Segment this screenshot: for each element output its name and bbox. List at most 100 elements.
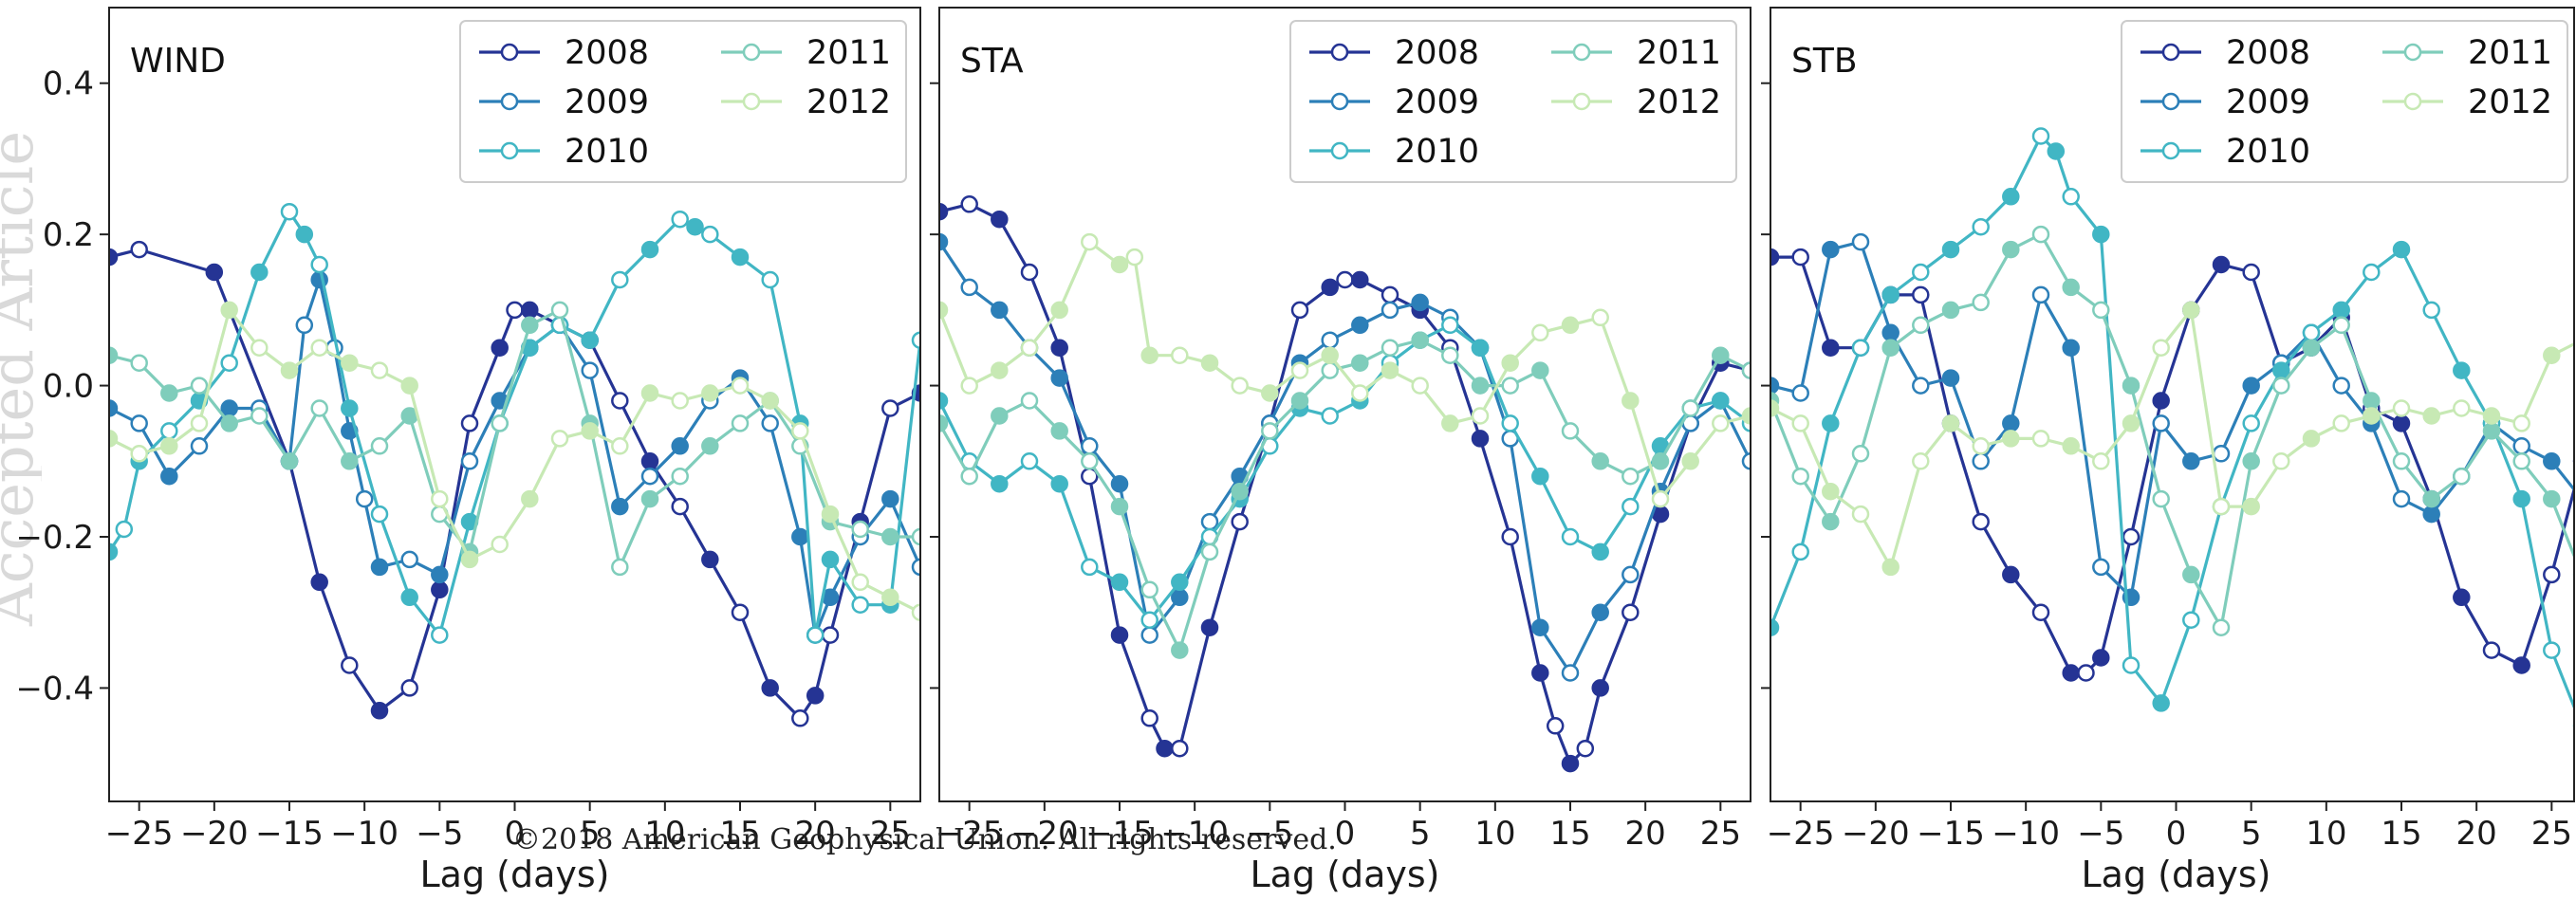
data-point-2010 (671, 210, 689, 229)
data-point-2008 (310, 573, 328, 592)
data-point-2010 (1081, 558, 1099, 577)
x-tick-label: 5 (1410, 815, 1431, 853)
legend-label-2008: 2008 (565, 34, 649, 72)
data-point-2012 (1321, 346, 1339, 364)
data-point-2010 (2242, 414, 2260, 432)
data-point-2011 (341, 452, 359, 470)
data-point-2008 (1171, 739, 1189, 758)
data-point-2008 (1531, 664, 1549, 682)
data-point-2008 (400, 679, 418, 697)
data-point-2011 (960, 467, 978, 486)
series-line-2010 (939, 322, 1751, 623)
x-tick-label: 20 (1625, 815, 1666, 853)
data-point-2009 (761, 414, 779, 432)
data-point-2009 (1561, 664, 1580, 682)
data-point-2009 (991, 301, 1009, 320)
x-tick-label: 25 (870, 815, 911, 853)
x-axis-label: Lag (days) (1250, 854, 1439, 895)
data-point-2009 (2002, 414, 2020, 432)
data-point-2010 (2302, 323, 2321, 342)
data-point-2011 (1411, 331, 1429, 349)
data-point-2009 (2512, 437, 2530, 455)
x-tick-label: 15 (2381, 815, 2421, 853)
series-group (109, 202, 920, 727)
data-point-2012 (550, 430, 569, 448)
data-point-2008 (2482, 641, 2501, 659)
data-point-2011 (731, 414, 750, 432)
data-point-2012 (1712, 414, 1730, 432)
legend-label-2012: 2012 (806, 83, 891, 121)
data-point-2012 (2332, 414, 2350, 432)
data-point-2009 (1851, 232, 1870, 251)
data-point-2010 (1622, 497, 1640, 516)
legend-marker-2012 (1572, 92, 1591, 111)
panel-title: STA (960, 42, 1024, 81)
y-tick-label: 0.4 (43, 65, 94, 103)
data-point-2010 (2002, 188, 2020, 206)
data-point-2010 (250, 263, 269, 282)
copyright-notice: ©2018 American Geophysical Union. All ri… (512, 823, 1337, 856)
data-point-2012 (1231, 377, 1249, 395)
data-point-2009 (2062, 339, 2080, 357)
data-point-2010 (911, 331, 920, 349)
data-point-2009 (1411, 293, 1429, 312)
data-point-2010 (2122, 656, 2140, 674)
series-line-2008 (109, 248, 920, 721)
x-tick-label: −15 (1085, 815, 1154, 853)
data-point-2012 (190, 414, 209, 432)
x-tick-label: 15 (719, 815, 760, 853)
data-point-2009 (400, 550, 418, 569)
data-point-2011 (1651, 452, 1670, 470)
series-line-2012 (1770, 306, 2574, 572)
legend-marker-2010 (500, 141, 519, 160)
data-point-2011 (2122, 377, 2140, 395)
x-tick-label: 10 (644, 815, 685, 853)
data-point-2011 (1501, 377, 1519, 395)
data-point-2012 (370, 361, 389, 379)
data-point-2012 (2543, 346, 2561, 364)
legend-label-2012: 2012 (2468, 83, 2552, 121)
watermark: Accepted Article (0, 0, 42, 901)
data-point-2012 (1851, 505, 1870, 524)
data-point-2012 (701, 384, 719, 402)
legend-box (2121, 20, 2568, 183)
data-point-2011 (881, 527, 899, 546)
data-point-2009 (1741, 452, 1751, 470)
series-line-2012 (109, 306, 920, 615)
data-point-2012 (1741, 407, 1751, 425)
data-point-2012 (731, 377, 750, 395)
data-point-2011 (2332, 316, 2350, 335)
data-point-2009 (2031, 285, 2050, 304)
data-point-2012 (250, 339, 269, 357)
data-point-2009 (2182, 452, 2200, 470)
x-tick-label: −10 (1992, 815, 2060, 853)
data-point-2010 (109, 542, 119, 561)
data-point-2009 (960, 278, 978, 297)
data-point-2010 (1531, 467, 1549, 486)
data-point-2009 (130, 414, 148, 432)
data-point-2012 (521, 489, 539, 508)
data-point-2012 (2363, 407, 2381, 425)
data-point-2008 (1576, 739, 1595, 758)
data-point-2012 (1651, 489, 1670, 508)
data-point-2012 (2152, 339, 2170, 357)
data-point-2009 (370, 558, 389, 577)
legend-marker-2008 (500, 43, 519, 62)
data-point-2010 (341, 399, 359, 417)
data-point-2009 (1351, 316, 1369, 335)
data-point-2010 (2392, 240, 2411, 259)
data-point-2008 (881, 399, 899, 417)
data-point-2008 (1972, 512, 1990, 531)
data-point-2012 (2031, 430, 2050, 448)
data-point-2011 (640, 489, 659, 508)
data-point-2009 (1321, 331, 1339, 349)
data-point-2008 (1791, 248, 1809, 267)
data-point-2012 (2302, 430, 2321, 448)
y-tick-label: 0.0 (43, 368, 94, 406)
series-line-2008 (1770, 255, 2574, 675)
data-point-2012 (109, 430, 119, 448)
data-point-2009 (295, 316, 314, 335)
data-point-2008 (2077, 664, 2095, 682)
data-point-2008 (1231, 512, 1249, 531)
data-point-2012 (960, 377, 978, 395)
